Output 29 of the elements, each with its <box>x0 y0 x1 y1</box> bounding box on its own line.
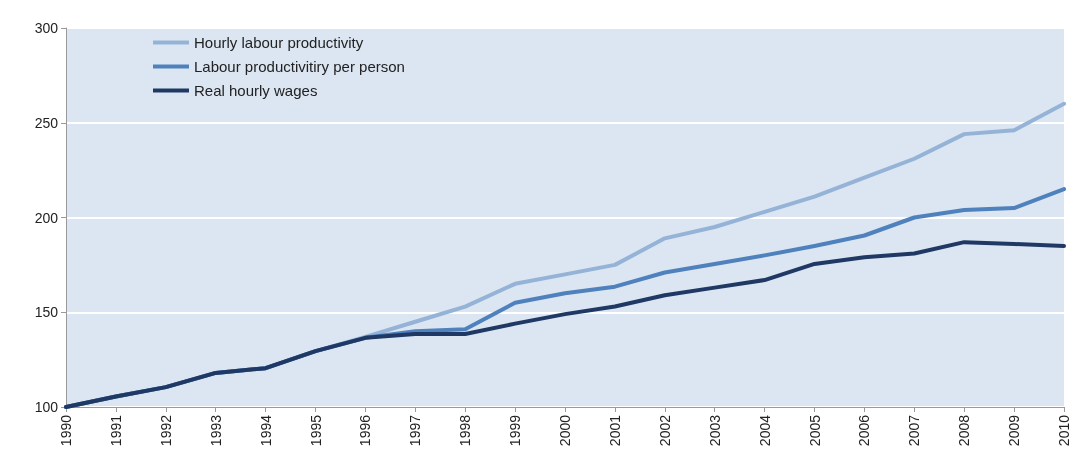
x-tick-label: 1998 <box>457 414 474 447</box>
x-tick-label: 2004 <box>756 414 773 447</box>
x-tick-label: 2005 <box>806 414 823 447</box>
legend-label: Real hourly wages <box>194 82 318 99</box>
y-tick-label: 150 <box>34 304 59 321</box>
legend-label: Labour productivitiry per person <box>194 58 405 75</box>
x-tick-label: 2001 <box>606 414 623 447</box>
y-tick-label: 300 <box>34 20 59 36</box>
x-tick-label: 1993 <box>207 414 224 447</box>
x-tick-label: 2003 <box>706 414 723 447</box>
legend-label: Hourly labour productivity <box>194 34 364 51</box>
x-tick-label: 1996 <box>357 414 374 447</box>
y-tick-label: 100 <box>34 399 59 415</box>
x-tick-label: 2007 <box>906 414 923 447</box>
y-tick-label: 250 <box>34 114 59 131</box>
x-tick-label: 2002 <box>656 414 673 447</box>
x-tick-label: 1991 <box>107 414 124 447</box>
x-tick-label: 1992 <box>157 414 174 447</box>
x-tick-label: 1995 <box>307 414 324 447</box>
x-tick-label: 2000 <box>557 414 573 447</box>
x-tick-label: 2008 <box>956 414 973 447</box>
x-tick-label: 2006 <box>856 414 873 447</box>
x-tick-label: 1990 <box>58 414 74 447</box>
y-tick-label: 200 <box>34 209 59 226</box>
x-tick-label: 1994 <box>257 414 274 447</box>
x-tick-label: 2009 <box>1006 414 1023 447</box>
x-tick-label: 1997 <box>407 414 424 447</box>
x-tick-label: 1999 <box>507 414 524 447</box>
x-tick-label: 2010 <box>1056 414 1072 447</box>
